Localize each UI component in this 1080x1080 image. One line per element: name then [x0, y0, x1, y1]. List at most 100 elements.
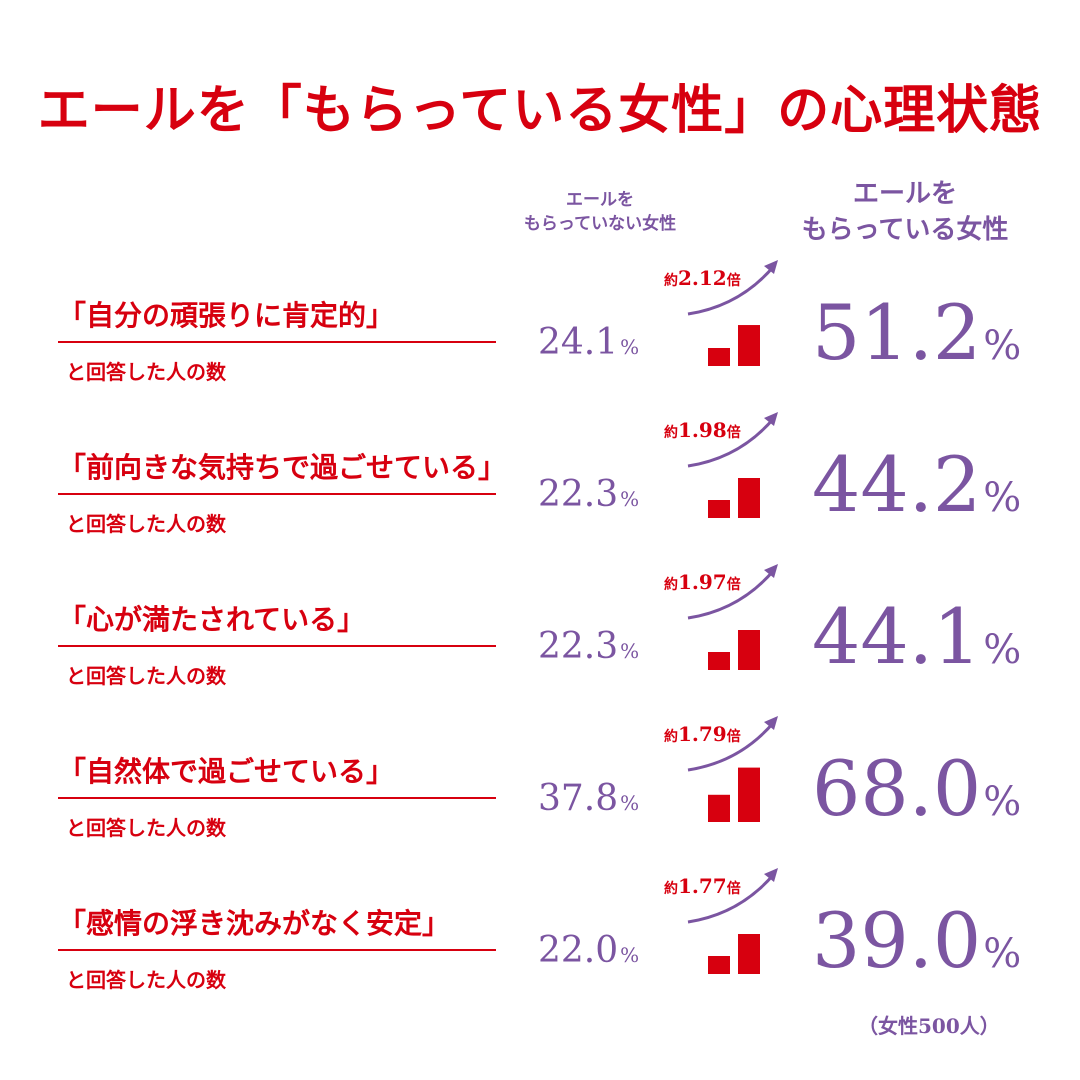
- value-with-ale: 44.2%: [812, 440, 1032, 529]
- question-label: 「自然体で過ごせている」: [58, 755, 395, 788]
- comparison-row: 「感情の浮き沈みがなく安定」と回答した人の数 22.0% 約1.77倍 39.0%: [0, 866, 1080, 1016]
- value-without-number: 22.0: [538, 930, 619, 971]
- multiplier-value: 1.77: [678, 874, 727, 898]
- percent-sign: %: [620, 791, 640, 815]
- percent-sign: %: [983, 323, 1022, 369]
- comparison-row: 「前向きな気持ちで過ごせている」と回答した人の数 22.3% 約1.98倍 44.2%: [0, 410, 1080, 560]
- comparison-row: 「自分の頑張りに肯定的」と回答した人の数 24.1% 約2.12倍 51.2%: [0, 258, 1080, 408]
- mini-bar-with: [738, 325, 760, 366]
- multiplier-suffix: 倍: [726, 881, 741, 897]
- value-with-ale: 39.0%: [812, 896, 1032, 985]
- divider-line: [58, 645, 496, 647]
- question-label: 「自分の頑張りに肯定的」: [58, 299, 395, 332]
- column-header-without-ale: エールを もらっていない女性: [490, 188, 710, 236]
- increase-mini-chart: [687, 412, 778, 518]
- divider-line: [58, 949, 496, 951]
- mini-bar-without: [708, 500, 730, 518]
- answer-caption: と回答した人の数: [66, 360, 226, 384]
- value-with-number: 39.0: [812, 896, 982, 985]
- column-header-without-line-1: エールを: [566, 190, 634, 210]
- answer-caption: と回答した人の数: [66, 816, 226, 840]
- percent-sign: %: [983, 627, 1022, 673]
- multiplier-prefix: 約: [664, 729, 678, 745]
- multiplier-value: 1.97: [678, 570, 727, 594]
- percent-sign: %: [620, 335, 640, 359]
- column-header-with-line-1: エールを: [852, 179, 957, 209]
- multiplier-label: 約1.97倍: [664, 570, 741, 594]
- multiplier-prefix: 約: [664, 273, 678, 289]
- value-with-number: 44.1: [812, 592, 982, 681]
- percent-sign: %: [620, 487, 640, 511]
- multiplier-value: 1.98: [678, 418, 727, 442]
- percent-sign: %: [983, 779, 1022, 825]
- value-without-number: 22.3: [538, 474, 619, 515]
- mini-bar-without: [708, 956, 730, 974]
- value-with-ale: 68.0%: [812, 744, 1032, 833]
- mini-bar-without: [708, 652, 730, 670]
- value-without-number: 22.3: [538, 626, 619, 667]
- increase-mini-chart: [687, 716, 778, 822]
- value-without-number: 24.1: [538, 322, 619, 363]
- question-label: 「感情の浮き沈みがなく安定」: [58, 907, 451, 940]
- increase-arrow-icon: [687, 417, 776, 468]
- multiplier-value: 1.79: [678, 722, 727, 746]
- value-with-ale: 44.1%: [812, 592, 1032, 681]
- increase-arrow-icon: [687, 721, 776, 772]
- multiplier-prefix: 約: [664, 425, 678, 441]
- value-with-number: 44.2: [812, 440, 982, 529]
- percent-sign: %: [983, 931, 1022, 977]
- multiplier-suffix: 倍: [726, 425, 741, 441]
- mini-bar-with: [738, 478, 760, 518]
- value-with-number: 51.2: [812, 288, 982, 377]
- question-label: 「前向きな気持ちで過ごせている」: [58, 451, 507, 484]
- value-without-number: 37.8: [538, 778, 619, 819]
- page-title: エールを「もらっている女性」の心理状態: [37, 80, 1043, 141]
- comparison-row: 「心が満たされている」 と回答した人の数 22.3% 約1.97倍 44.1%: [0, 562, 1080, 712]
- arrow-head-icon: [764, 564, 778, 578]
- value-without-ale: 22.3%: [538, 474, 648, 515]
- multiplier-suffix: 倍: [726, 577, 741, 593]
- sample-size-note: （女性500人）: [858, 1014, 1000, 1038]
- arrow-head-icon: [764, 716, 778, 730]
- increase-arrow-icon: [687, 873, 776, 924]
- multiplier-prefix: 約: [664, 577, 678, 593]
- column-header-without-line-2: もらっていない女性: [523, 214, 677, 234]
- answer-caption: と回答した人の数: [66, 968, 226, 992]
- percent-sign: %: [983, 475, 1022, 521]
- value-without-ale: 22.3%: [538, 626, 648, 667]
- increase-arrow-icon: [687, 265, 776, 316]
- percent-sign: %: [620, 639, 640, 663]
- value-without-ale: 22.0%: [538, 930, 648, 971]
- multiplier-prefix: 約: [664, 881, 678, 897]
- mini-bar-without: [708, 348, 730, 366]
- arrow-head-icon: [764, 260, 778, 274]
- column-header-with-ale: エールを もらっている女性: [780, 176, 1030, 248]
- value-without-ale: 24.1%: [538, 322, 648, 363]
- multiplier-label: 約1.77倍: [664, 874, 741, 898]
- increase-mini-chart: [687, 260, 778, 366]
- mini-bar-without: [708, 794, 730, 822]
- mini-bar-with: [738, 934, 760, 974]
- value-with-ale: 51.2%: [812, 288, 1032, 377]
- divider-line: [58, 493, 496, 495]
- arrow-head-icon: [764, 412, 778, 426]
- column-header-with-line-2: もらっている女性: [801, 215, 1009, 245]
- multiplier-label: 約1.79倍: [664, 722, 741, 746]
- arrow-head-icon: [764, 868, 778, 882]
- increase-mini-chart: [687, 564, 778, 670]
- percent-sign: %: [620, 943, 640, 967]
- increase-arrow-icon: [687, 569, 776, 620]
- multiplier-suffix: 倍: [726, 273, 741, 289]
- value-with-number: 68.0: [812, 744, 982, 833]
- comparison-row: 「自然体で過ごせている」と回答した人の数 37.8% 約1.79倍 68.0%: [0, 714, 1080, 864]
- increase-mini-chart: [687, 868, 778, 974]
- question-label: 「心が満たされている」: [58, 603, 366, 636]
- divider-line: [58, 797, 496, 799]
- mini-bar-with: [738, 767, 760, 822]
- multiplier-label: 約2.12倍: [664, 266, 741, 290]
- divider-line: [58, 341, 496, 343]
- mini-bar-with: [738, 630, 760, 670]
- answer-caption: と回答した人の数: [66, 512, 226, 536]
- value-without-ale: 37.8%: [538, 778, 648, 819]
- multiplier-value: 2.12: [678, 266, 727, 290]
